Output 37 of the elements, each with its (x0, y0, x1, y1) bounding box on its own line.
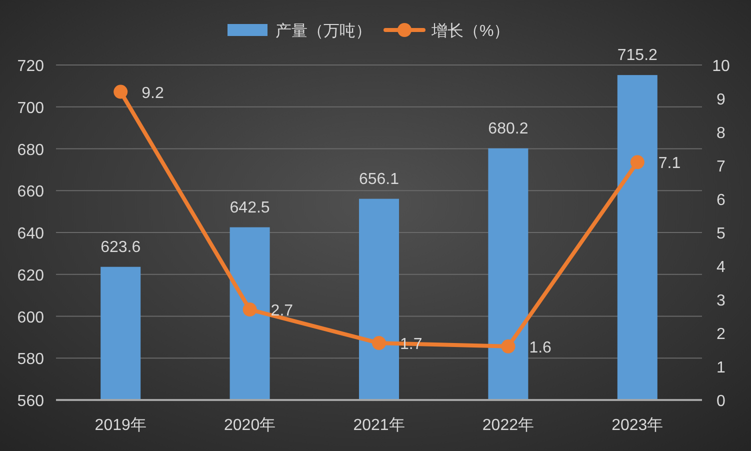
data-label: 715.2 (617, 47, 658, 64)
y-tick-label: 560 (17, 393, 44, 410)
y2-tick-label: 7 (716, 158, 726, 176)
y2-tick-label: 2 (716, 326, 726, 343)
legend-label: 产量（万吨） (276, 23, 372, 40)
data-label: 1.6 (529, 339, 552, 356)
y2-tick-label: 0 (716, 393, 726, 410)
y2-tick-label: 1 (716, 360, 726, 376)
x-tick-label: 2020年 (224, 417, 276, 434)
data-label: 2.7 (270, 302, 294, 320)
data-label: 656.1 (358, 170, 400, 188)
y2-tick-label: 3 (716, 292, 726, 310)
data-label: 642.5 (230, 199, 270, 216)
y2-tick-label: 9 (716, 92, 726, 108)
y-tick-label: 620 (17, 267, 44, 284)
x-tick-label: 2021年 (353, 417, 405, 434)
y-tick-label: 640 (17, 226, 44, 242)
y2-tick-label: 8 (716, 125, 726, 142)
y-tick-label: 660 (17, 184, 44, 201)
y2-tick-label: 4 (716, 259, 726, 276)
data-label: 9.2 (142, 84, 164, 102)
data-label: 1.7 (400, 336, 422, 354)
legend-label: 增长（%） (432, 23, 510, 40)
y2-tick-label: 6 (716, 192, 726, 209)
data-label: 623.6 (100, 238, 141, 256)
x-tick-label: 2023年 (612, 417, 664, 434)
y-tick-label: 600 (17, 309, 44, 326)
x-tick-label: 2022年 (482, 417, 534, 434)
data-label: 680.2 (488, 120, 528, 138)
y-tick-label: 580 (17, 351, 44, 368)
y-tick-label: 700 (17, 100, 44, 117)
y2-tick-label: 10 (712, 58, 730, 75)
y-tick-label: 720 (17, 58, 44, 75)
data-label: 7.1 (658, 155, 681, 172)
y2-tick-label: 5 (716, 226, 726, 242)
y-tick-label: 680 (17, 142, 44, 159)
x-tick-label: 2019年 (94, 417, 146, 434)
